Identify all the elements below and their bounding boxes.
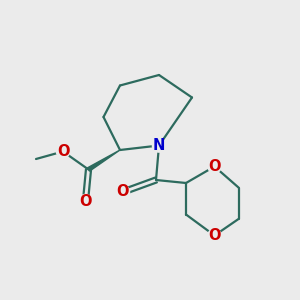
Text: O: O xyxy=(57,144,69,159)
Circle shape xyxy=(208,160,221,173)
Circle shape xyxy=(116,185,130,199)
Text: N: N xyxy=(153,138,165,153)
Circle shape xyxy=(79,194,92,208)
Text: O: O xyxy=(208,228,221,243)
Text: O: O xyxy=(79,194,92,208)
Text: O: O xyxy=(117,184,129,200)
Circle shape xyxy=(56,145,70,158)
Polygon shape xyxy=(88,150,120,171)
Circle shape xyxy=(208,229,221,242)
Text: O: O xyxy=(208,159,221,174)
Circle shape xyxy=(152,139,166,152)
